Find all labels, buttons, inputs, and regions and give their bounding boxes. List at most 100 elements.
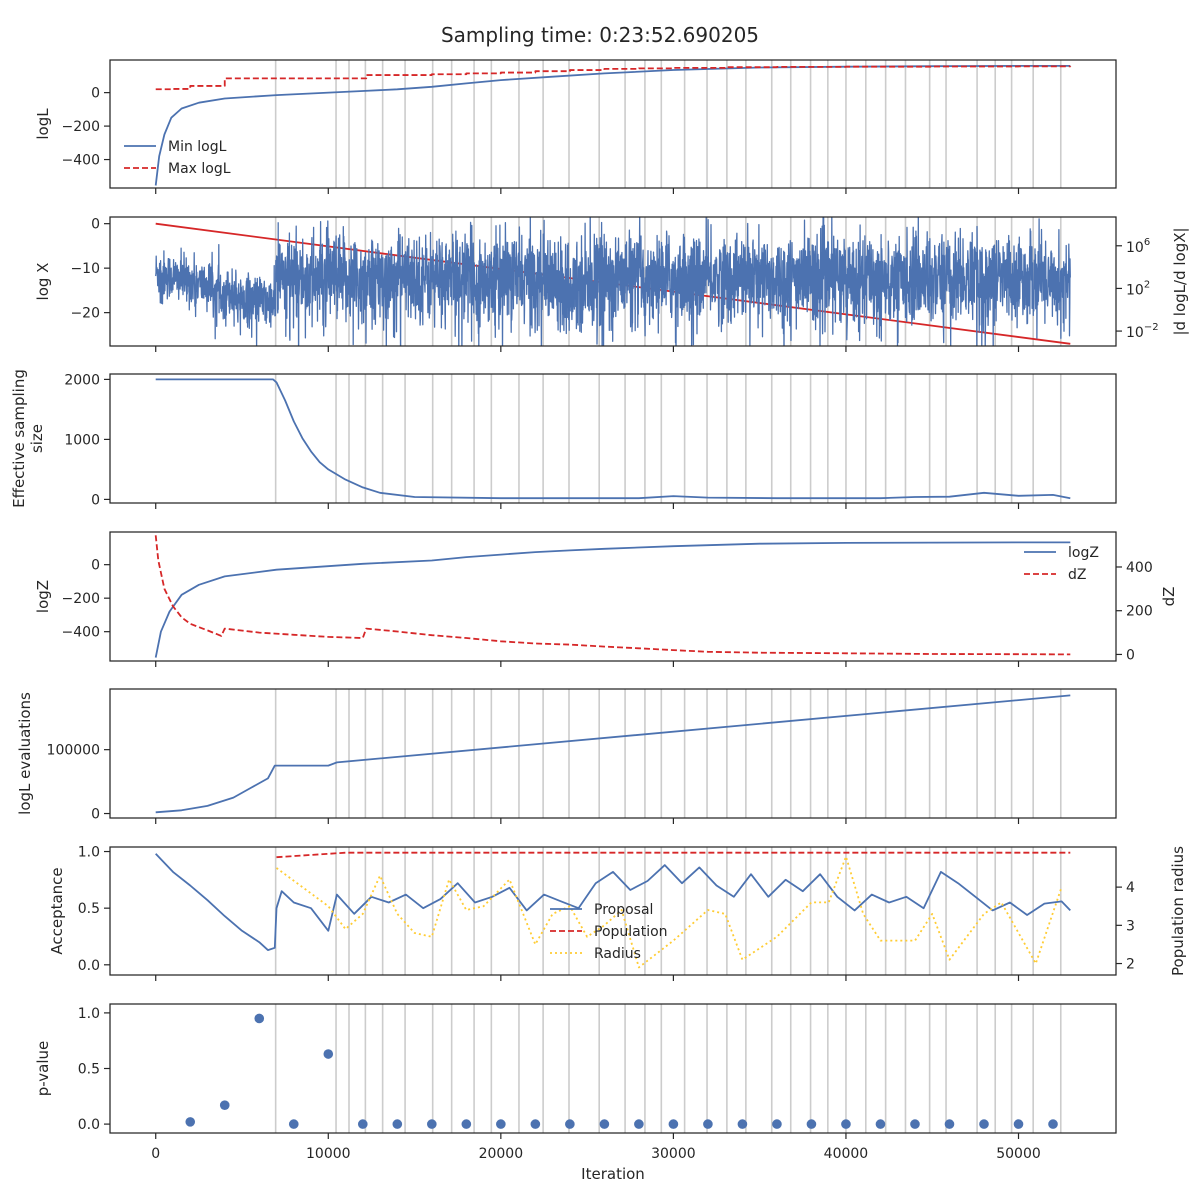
right-tick-label: 400 [1126, 560, 1153, 576]
data-point [496, 1119, 506, 1129]
legend-label: logZ [1068, 545, 1099, 561]
panel-logz: 0 −200 −400 0 200 400 logZ dZ logZ dZ [34, 531, 1178, 667]
x-tick-label: 50000 [996, 1146, 1041, 1162]
right-tick-label: 10−2 [1126, 322, 1159, 341]
series-logl-0 [154, 65, 1071, 186]
legend-label: Min logL [168, 139, 227, 155]
right-axis-label: Population radius [1169, 846, 1187, 976]
right-axis-label: |d logL/d logX| [1171, 227, 1189, 335]
data-point [427, 1119, 437, 1129]
x-axis-label: Iteration [581, 1165, 645, 1183]
data-point [219, 1100, 230, 1110]
y-axis-label: Acceptance [48, 867, 66, 954]
data-point [944, 1119, 955, 1129]
y-tick-label: 0.0 [78, 1117, 100, 1133]
y-tick-label: 1.0 [78, 845, 100, 861]
data-point [357, 1119, 368, 1129]
y-axis-label: p-value [34, 1041, 52, 1097]
series-evals-0 [155, 694, 1071, 814]
data-point [565, 1119, 575, 1129]
data-point [841, 1119, 851, 1129]
data-point [185, 1117, 196, 1127]
figure-title: Sampling time: 0:23:52.690205 [441, 23, 759, 47]
tick-exponent: 6 [1144, 237, 1150, 248]
data-point [979, 1119, 989, 1129]
y-tick-label: 0.5 [78, 901, 100, 917]
right-tick-label: 4 [1126, 880, 1135, 896]
y-tick-label: −400 [62, 153, 100, 169]
series-logz-0 [154, 541, 1071, 658]
y-tick-label: 0 [91, 86, 100, 102]
legend-label: Radius [594, 946, 641, 962]
data-point [1013, 1119, 1024, 1129]
legend: logZ dZ [1024, 545, 1099, 583]
y-tick-label: 0 [91, 217, 100, 233]
x-tick-label: 20000 [479, 1146, 524, 1162]
tick-base: 10 [1126, 325, 1144, 341]
y-tick-label: −200 [62, 591, 100, 607]
plot-area [154, 60, 1072, 188]
panel-pval: 1.0 0.5 0.0 0 10000 20000 30000 40000 50000 p-val… [34, 1003, 1117, 1162]
legend-label: dZ [1068, 567, 1086, 583]
data-point [599, 1119, 610, 1129]
data-point [530, 1119, 541, 1129]
data-point [1048, 1119, 1058, 1129]
plot-area [185, 1004, 1062, 1133]
right-tick-label: 2 [1126, 957, 1135, 973]
panel-logl: 0 −200 −400 logL Min logL Max logL [34, 59, 1117, 194]
right-tick-label: 0 [1126, 647, 1135, 663]
panel-accept: 1.0 0.5 0.0 4 3 2 Acceptance Population radius P… [48, 845, 1187, 981]
data-point [254, 1013, 265, 1024]
tick-exponent: −2 [1144, 322, 1159, 333]
plot-area [155, 847, 1071, 975]
y-axis-label-line: Effective sampling [10, 369, 28, 508]
plot-area [155, 374, 1071, 503]
right-tick-label: 102 [1126, 279, 1150, 298]
data-point [806, 1119, 817, 1129]
legend-label: Proposal [594, 902, 653, 918]
axes-frame [109, 688, 1117, 819]
y-tick-label: −200 [62, 119, 100, 135]
right-tick-label: 106 [1126, 237, 1150, 256]
legend-label: Population [594, 924, 668, 940]
data-point [875, 1119, 886, 1129]
right-axis-label: dZ [1160, 587, 1178, 607]
data-point [772, 1119, 782, 1129]
series-accept-1 [276, 851, 1071, 859]
tick-base: 10 [1126, 282, 1144, 298]
y-tick-label: 2000 [64, 372, 100, 388]
data-point [703, 1119, 713, 1129]
y-tick-label: 0.5 [78, 1062, 100, 1078]
axes-frame [109, 531, 1117, 662]
axes-frame [109, 59, 1117, 189]
legend-label: Max logL [168, 161, 231, 177]
series-logz-1 [154, 535, 1071, 656]
tick-base: 10 [1126, 240, 1144, 256]
y-axis-label: log X [34, 263, 52, 301]
axes-frame [109, 216, 1117, 347]
series-logl-1 [155, 65, 1072, 91]
y-tick-label: 0 [91, 558, 100, 574]
data-point [323, 1049, 334, 1059]
right-tick-label: 3 [1126, 918, 1135, 934]
y-axis-label: Effective samplingsize [10, 369, 46, 508]
data-point [737, 1119, 748, 1129]
plot-area [154, 535, 1071, 658]
data-point [910, 1119, 920, 1129]
y-tick-label: −10 [70, 261, 100, 277]
series-logx-1 [155, 217, 1071, 346]
y-tick-label: −20 [70, 306, 100, 322]
plot-area [155, 217, 1071, 346]
panel-evals: 100000 0 logL evaluations [16, 688, 1117, 824]
data-point [392, 1119, 403, 1129]
plot-area [155, 689, 1071, 818]
data-point [668, 1119, 679, 1129]
y-tick-label: 0.0 [78, 958, 100, 974]
legend: Proposal Population Radius [550, 902, 668, 962]
y-tick-label: −400 [62, 625, 100, 641]
axes-frame [109, 373, 1117, 504]
x-tick-label: 10000 [306, 1146, 351, 1162]
